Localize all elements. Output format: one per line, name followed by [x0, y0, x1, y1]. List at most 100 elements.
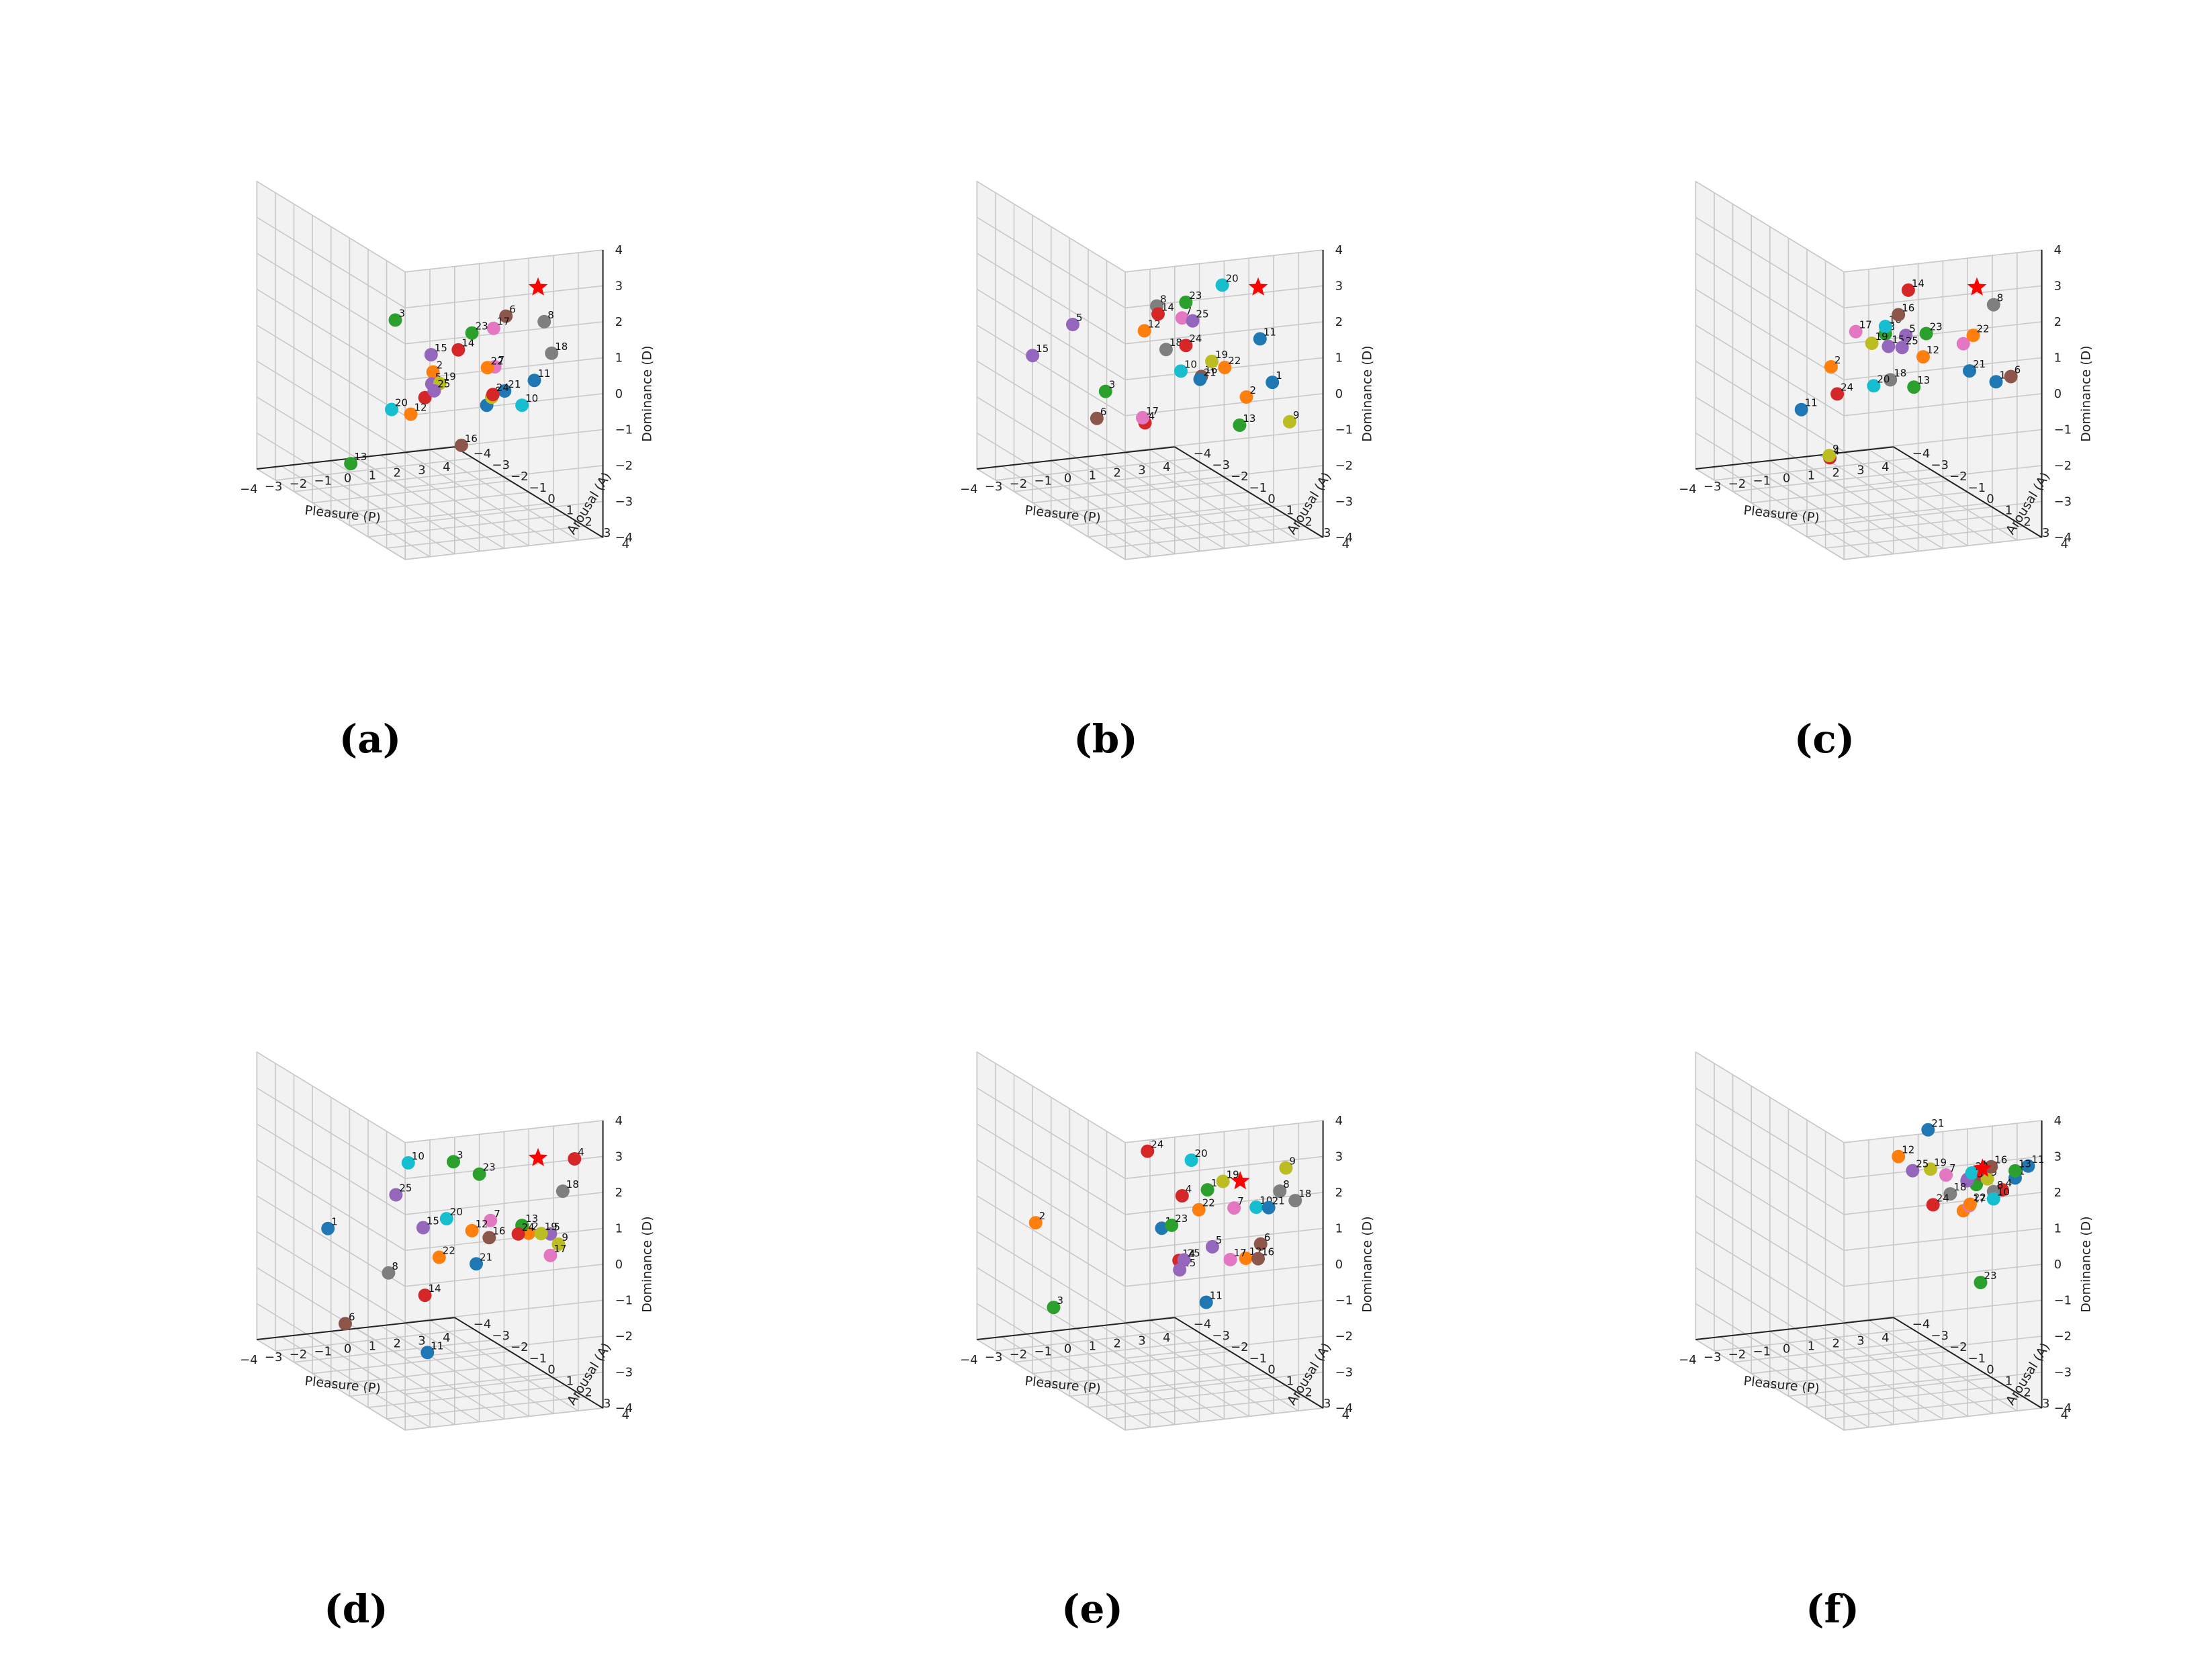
point-label: 24: [496, 382, 509, 394]
point-25: [1186, 314, 1200, 328]
y-tick-label: 2: [2023, 1385, 2031, 1399]
y-tick-label: −3: [1212, 458, 1230, 472]
z-axis-label: Dominance (D): [1360, 1216, 1375, 1312]
point-label: 11: [538, 367, 551, 380]
z-tick-label: 0: [1335, 387, 1343, 401]
point-label: 3: [399, 307, 406, 319]
point-label: 3: [1057, 1295, 1064, 1307]
point-label: 14: [1912, 277, 1925, 290]
point-11: [1199, 1295, 1213, 1309]
y-tick-label: −2: [511, 1340, 529, 1354]
point-label: 18: [1894, 367, 1906, 379]
z-tick-label: 4: [2054, 243, 2062, 257]
y-axis-line: [1174, 1317, 1324, 1409]
point-11: [2021, 1159, 2035, 1173]
point-22: [480, 361, 494, 375]
point-label: 9: [1293, 409, 1300, 421]
point-19: [1205, 354, 1219, 368]
y-tick-label: −2: [1231, 1340, 1249, 1354]
y-tick-label: −2: [511, 470, 529, 484]
point-label: 23: [1930, 321, 1943, 333]
point-25: [1895, 341, 1909, 355]
y-tick-label: 4: [1342, 1408, 1350, 1422]
point-label: 16: [1902, 302, 1914, 314]
point-label: 18: [566, 1178, 579, 1190]
point-label: 13: [354, 451, 367, 463]
x-tick-label: −3: [985, 480, 1003, 494]
point-label: 23: [1189, 290, 1202, 302]
y-tick-label: −1: [1249, 481, 1268, 495]
z-tick-label: −2: [1335, 1329, 1354, 1344]
z-tick-label: −3: [615, 495, 633, 509]
z-tick-label: −4: [2054, 531, 2072, 545]
grid-lines: [1695, 1051, 2043, 1431]
z-tick-label: 2: [1335, 315, 1343, 329]
z-tick-label: −3: [1335, 1366, 1354, 1380]
point-12: [1892, 1149, 1906, 1164]
x-tick-label: −3: [1704, 480, 1722, 494]
y-tick-label: 4: [2061, 537, 2068, 552]
z-tick-label: −4: [1335, 1401, 1354, 1415]
point-9: [551, 1237, 566, 1251]
point-label: 14: [429, 1282, 441, 1295]
y-tick-label: 4: [622, 537, 629, 552]
z-tick-label: −1: [1335, 423, 1354, 437]
point-22: [1966, 329, 1980, 343]
point-13: [1907, 380, 1921, 394]
z-tick-label: 0: [2054, 387, 2062, 401]
point-label: 11: [1210, 1290, 1223, 1302]
z-tick-label: −1: [615, 423, 633, 437]
point-7: [1175, 311, 1189, 325]
z-tick-label: −1: [615, 1294, 633, 1308]
y-tick-label: 1: [566, 1374, 574, 1388]
point-label: 4: [1149, 410, 1155, 422]
z-axis-label: Dominance (D): [640, 345, 655, 441]
point-10: [1986, 1192, 2000, 1206]
point-14: [418, 1289, 432, 1303]
y-tick-label: −2: [1231, 470, 1249, 484]
point-6: [339, 1317, 352, 1331]
point-10: [1249, 1201, 1264, 1214]
x-tick-label: −4: [1679, 1353, 1697, 1367]
x-tick-label: −1: [314, 1345, 333, 1359]
y-tick-label: 3: [603, 1397, 611, 1411]
point-12: [1137, 324, 1151, 338]
point-2: [1824, 360, 1838, 374]
point-label: 24: [1937, 1192, 1949, 1204]
x-tick-label: 0: [1064, 472, 1071, 486]
x-tick-label: −2: [1010, 477, 1028, 491]
point-label: 25: [1906, 335, 1918, 347]
point-label: 20: [395, 397, 408, 409]
point-label: 2: [1834, 354, 1841, 366]
x-tick-label: 3: [1857, 463, 1864, 477]
point-label: 8: [1997, 1179, 2004, 1191]
y-tick-label: 0: [1986, 1363, 1994, 1377]
point-label: 12: [414, 402, 427, 414]
point-label: 6: [1264, 1231, 1271, 1244]
point-label: 7: [1186, 305, 1192, 317]
x-tick-label: −4: [960, 1353, 978, 1367]
data-points: 1234567891011121314151617181920212223242…: [1794, 277, 2021, 465]
point-25: [1177, 1253, 1191, 1267]
point-label: 21: [1931, 1117, 1944, 1129]
data-points: 1234567891011121314151617181920212223242…: [1026, 272, 1299, 432]
y-tick-label: 0: [1268, 1363, 1275, 1377]
point-label: 11: [1264, 326, 1276, 338]
x-tick-label: −1: [1034, 1345, 1053, 1359]
point-18: [1159, 343, 1173, 357]
point-22: [1192, 1203, 1206, 1217]
point-20: [439, 1212, 453, 1226]
point-label: 20: [1877, 373, 1890, 385]
point-label: 25: [1188, 1247, 1200, 1259]
point-label: 20: [1226, 272, 1239, 284]
point-label: 13: [1917, 374, 1930, 386]
z-tick-label: 2: [1335, 1186, 1343, 1200]
point-5: [1205, 1239, 1219, 1254]
y-tick-label: −4: [1912, 1317, 1931, 1332]
y-tick-label: −3: [492, 458, 510, 472]
z-tick-label: −2: [2054, 459, 2072, 473]
